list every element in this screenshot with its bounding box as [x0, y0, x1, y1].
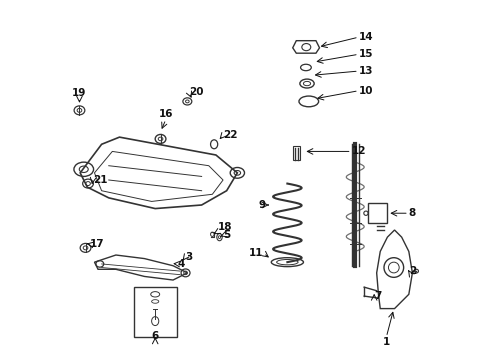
- Text: 7: 7: [373, 291, 381, 301]
- Text: 18: 18: [217, 222, 232, 232]
- Text: 1: 1: [382, 337, 389, 347]
- Text: 21: 21: [93, 175, 107, 185]
- Text: 5: 5: [223, 230, 230, 240]
- Text: 11: 11: [248, 248, 263, 258]
- Bar: [134, 287, 176, 337]
- Text: 19: 19: [72, 88, 86, 98]
- Text: 20: 20: [189, 87, 203, 98]
- Text: 22: 22: [223, 130, 237, 140]
- Polygon shape: [94, 152, 223, 202]
- Polygon shape: [94, 255, 187, 280]
- Text: 9: 9: [258, 200, 264, 210]
- Text: 13: 13: [358, 66, 372, 76]
- Text: 10: 10: [358, 86, 372, 96]
- Text: 8: 8: [408, 208, 415, 218]
- Text: 14: 14: [358, 32, 373, 42]
- Text: 4: 4: [177, 259, 184, 269]
- Text: 15: 15: [358, 49, 372, 59]
- Bar: [367, 203, 386, 223]
- Text: 12: 12: [351, 147, 366, 157]
- Polygon shape: [292, 41, 319, 53]
- Text: 2: 2: [408, 266, 415, 276]
- Text: 17: 17: [90, 239, 104, 249]
- Text: 6: 6: [151, 332, 159, 342]
- Text: 16: 16: [158, 109, 173, 119]
- Bar: [292, 146, 299, 160]
- Polygon shape: [80, 137, 237, 208]
- Text: 3: 3: [185, 252, 192, 262]
- Polygon shape: [376, 230, 411, 309]
